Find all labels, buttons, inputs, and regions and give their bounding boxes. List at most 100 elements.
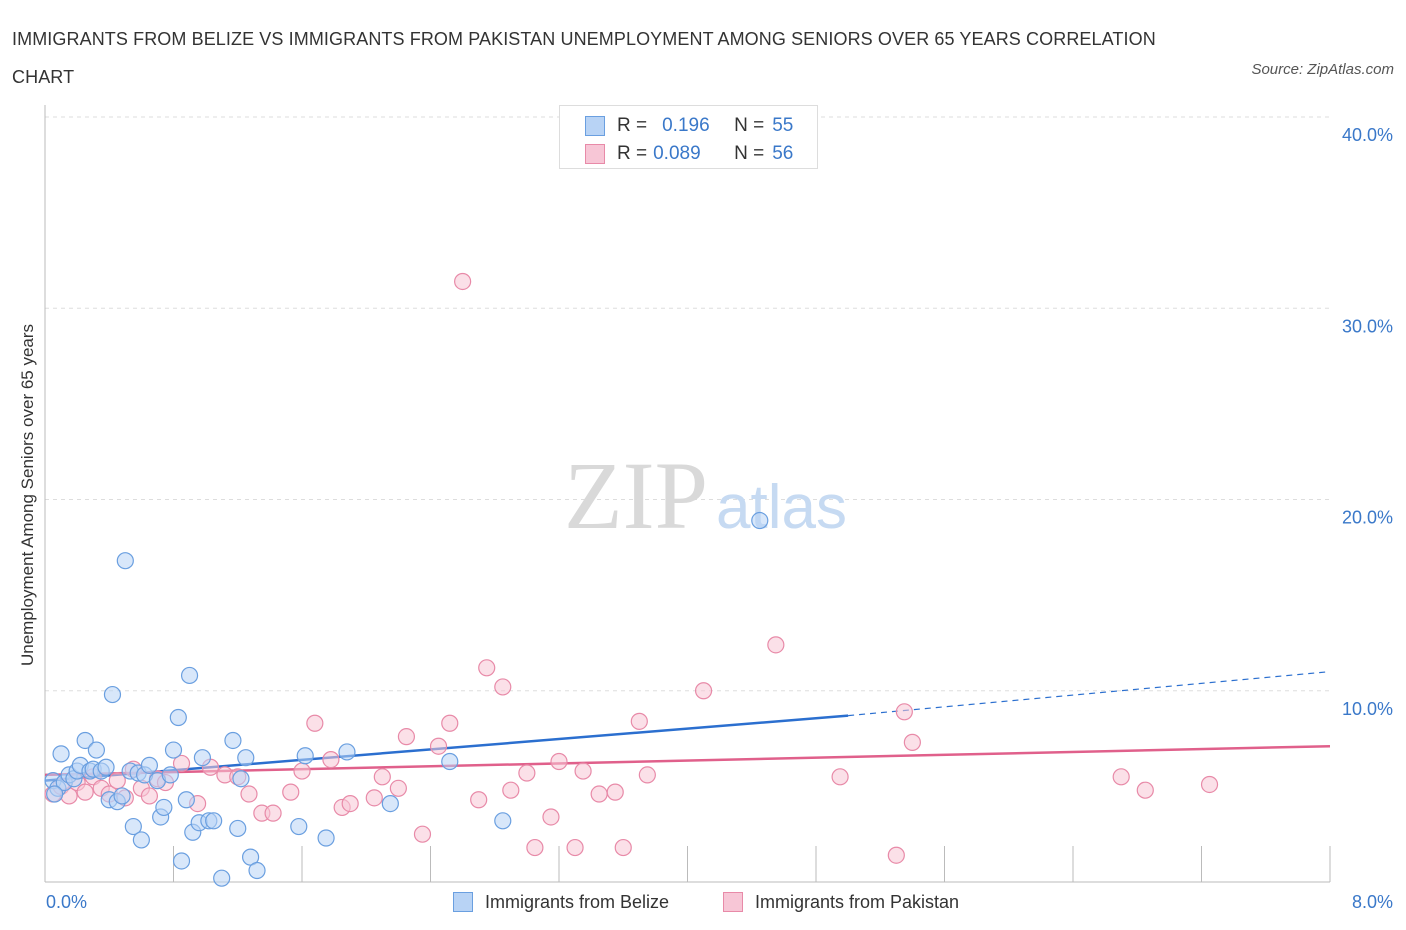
pakistan-point [767,636,785,654]
source-label: Source: ZipAtlas.com [1251,61,1394,78]
belize-point [87,741,106,759]
pakistan-point [389,779,407,797]
pakistan-point [454,272,472,291]
pakistan-trend-line [44,744,1331,777]
tick-labels: 10.0% 20.0% 30.0% 40.0% 0.0% 8.0% [46,125,1393,912]
belize-point [296,747,314,765]
belize-point [97,758,115,776]
x-tick-label-max: 8.0% [1352,892,1393,912]
belize-point [172,852,191,870]
belize-point [76,731,94,750]
belize-point [161,766,179,784]
pakistan-point [108,772,126,790]
pakistan-point [638,766,656,784]
pakistan-point [542,808,560,826]
belize-point [205,812,223,830]
pakistan-point [172,754,191,773]
pakistan-point [140,787,159,805]
pakistan-point [895,703,913,721]
pakistan-point [293,762,311,780]
pakistan-point [1200,775,1219,794]
pakistan-point [903,733,921,751]
watermark-atlas: atlas [716,473,847,542]
y-tick-label: 40.0% [1342,125,1393,145]
axes [44,105,1331,883]
pakistan-point [397,728,416,746]
belize-point [46,785,64,803]
belize-point [494,812,512,830]
pakistan-point [322,750,340,769]
pakistan-point [478,659,496,677]
belize-legend-swatch [453,892,473,912]
pakistan-point [494,678,512,696]
belize-swatch [585,116,605,136]
pakistan-point [306,714,324,732]
belize-point [213,869,231,887]
legend-r-value-belize: 0.196 [662,115,710,136]
pakistan-point [470,791,488,809]
pakistan-point [282,783,300,801]
belize-point [180,666,199,685]
bottom-legend-pakistan: Immigrants from Pakistan [723,890,959,914]
y-tick-label: 20.0% [1342,508,1393,528]
legend-n-value-belize: 55 [772,115,794,136]
pakistan-point [341,794,359,813]
y-tick-label: 10.0% [1342,699,1393,719]
pakistan-legend-label: Immigrants from Pakistan [755,891,960,912]
belize-point [116,552,134,570]
gridlines [45,116,1330,692]
watermark-zip: ZIP [564,442,708,549]
pakistan-point [630,712,648,730]
legend-row-pakistan: R = 0.089 N = 56 [585,142,793,166]
pakistan-point [264,804,282,822]
belize-point [177,791,195,809]
pakistan-point [441,714,459,732]
pakistan-point [1112,768,1130,786]
belize-point [155,798,173,817]
pakistan-point [550,752,568,771]
belize-point [232,770,250,788]
belize-legend-label: Immigrants from Belize [485,891,670,912]
belize-point [290,817,308,836]
legend-r-label: R = [617,115,648,136]
y-axis-label: Unemployment Among Seniors over 65 years [18,323,37,667]
belize-point [193,749,212,767]
pakistan-point [518,764,536,782]
legend-row-belize: R = 0.196 N = 55 [585,114,793,138]
belize-point [224,731,242,750]
data-points [44,272,1219,887]
belize-point [248,861,266,880]
belize-trend-extension [848,671,1331,717]
legend-n-label: N = [734,143,765,164]
pakistan-point [240,785,258,803]
pakistan-point [413,825,432,843]
pakistan-point [365,789,383,807]
watermark: ZIP atlas [564,442,847,549]
pakistan-point [590,785,608,803]
belize-point [132,831,150,849]
legend-r-label: R = [617,143,648,164]
belize-point [113,787,131,805]
legend-n-value-pakistan: 56 [772,143,794,164]
pakistan-point [502,781,520,799]
bottom-legend-belize: Immigrants from Belize [453,890,669,914]
pakistan-point [614,838,632,857]
belize-point [381,794,399,813]
belize-point [317,829,335,847]
y-tick-label: 30.0% [1342,316,1393,336]
pakistan-swatch [585,144,605,164]
chart-title: IMMIGRANTS FROM BELIZE VS IMMIGRANTS FRO… [12,29,1156,87]
legend-n-label: N = [734,115,765,136]
pakistan-point [373,768,391,786]
belize-point [237,749,255,767]
x-tick-label-min: 0.0% [46,892,87,912]
pakistan-point [566,838,584,857]
belize-point [103,685,122,704]
belize-point [52,745,70,763]
belize-point [441,752,459,771]
pakistan-point [831,768,849,786]
belize-point [140,756,159,774]
legend-r-value-pakistan: 0.089 [653,143,701,164]
belize-point [164,741,183,759]
